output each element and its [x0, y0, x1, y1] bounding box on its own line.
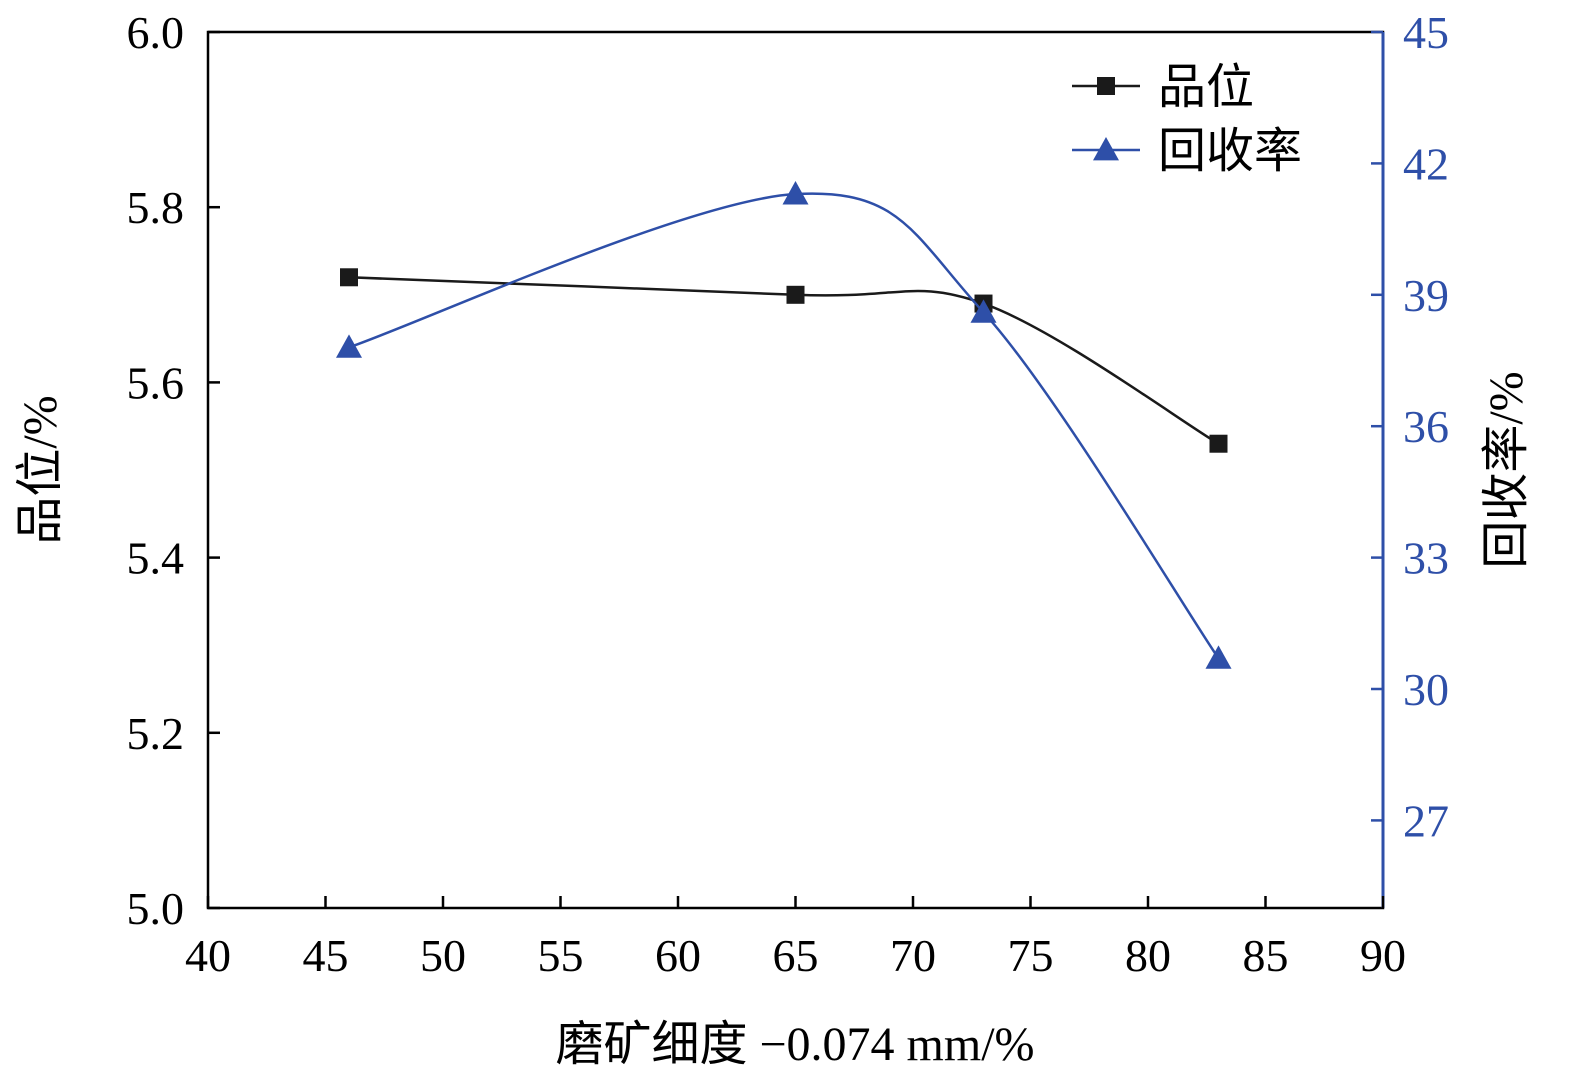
- data-point-triangle: [782, 181, 809, 205]
- y-left-tick-label: 5.0: [127, 883, 185, 934]
- y-left-axis-label: 品位/%: [14, 395, 67, 544]
- x-tick-label: 60: [655, 930, 701, 981]
- data-point-triangle: [970, 299, 997, 323]
- x-tick-label: 70: [890, 930, 936, 981]
- y-left-tick-label: 5.6: [127, 357, 185, 408]
- data-point-triangle: [1205, 645, 1232, 669]
- data-point-triangle: [336, 334, 362, 358]
- x-axis-label: 磨矿细度 −0.074 mm/%: [555, 1018, 1034, 1071]
- data-point-square: [1209, 434, 1228, 453]
- y-left-tick-label: 5.4: [127, 533, 185, 584]
- y-right-tick-label: 39: [1403, 270, 1449, 321]
- y-right-axis-label: 回收率/%: [1480, 371, 1533, 568]
- y-right-tick-label: 27: [1403, 795, 1449, 846]
- y-right-tick-label: 42: [1403, 138, 1449, 189]
- x-tick-label: 40: [185, 930, 231, 981]
- y-right-tick-label: 33: [1403, 533, 1449, 584]
- x-tick-label: 50: [420, 930, 466, 981]
- x-tick-label: 45: [303, 930, 349, 981]
- series-line: [348, 276, 1220, 445]
- x-tick-label: 75: [1008, 930, 1054, 981]
- data-point-square: [340, 268, 358, 287]
- data-point-square: [786, 285, 805, 304]
- x-tick-label: 65: [773, 930, 819, 981]
- x-tick-label: 85: [1243, 930, 1289, 981]
- series-2: [336, 181, 1232, 669]
- y-right-axis-ticks: 27 30 33 36 39 42 45: [1371, 7, 1449, 846]
- legend-label: 回收率: [1158, 125, 1302, 178]
- y-left-tick-label: 5.2: [127, 708, 185, 759]
- y-right-tick-label: 45: [1403, 7, 1449, 58]
- legend-marker-square: [1097, 77, 1115, 95]
- series-line: [348, 192, 1220, 660]
- x-tick-label: 90: [1360, 930, 1406, 981]
- x-tick-label: 55: [538, 930, 584, 981]
- y-right-tick-label: 36: [1403, 401, 1449, 452]
- legend-label: 品位: [1158, 61, 1254, 114]
- x-tick-label: 80: [1125, 930, 1171, 981]
- y-left-axis-ticks: 5.0 5.2 5.4 5.6 5.8 6.0: [127, 7, 220, 934]
- y-left-tick-label: 5.8: [127, 182, 185, 233]
- y-right-tick-label: 30: [1403, 664, 1449, 715]
- x-axis-ticks: 40 45 50 55 60 65 70 75 80 85 90: [185, 896, 1406, 981]
- y-left-tick-label: 6.0: [127, 7, 185, 58]
- series-layer: [336, 181, 1232, 669]
- series-1: [340, 268, 1228, 453]
- legend-marker-triangle: [1093, 137, 1119, 161]
